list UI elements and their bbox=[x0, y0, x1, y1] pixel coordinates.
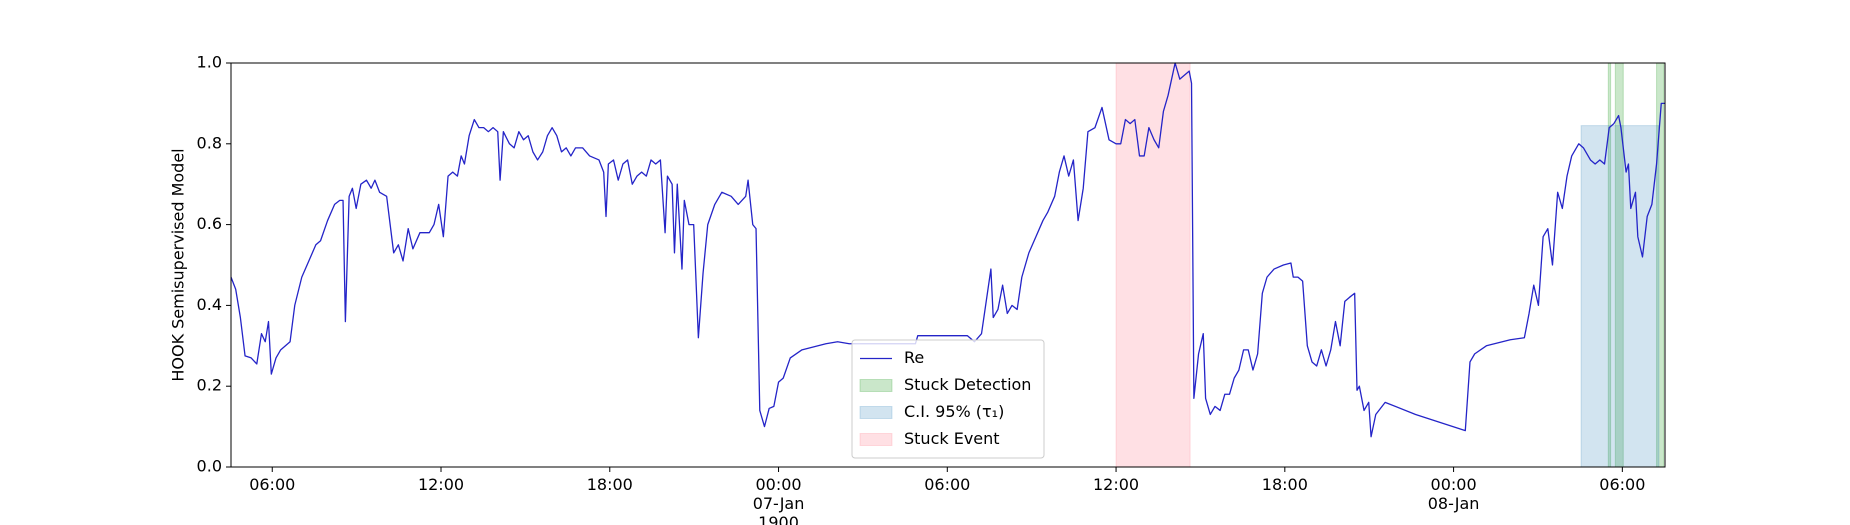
shaded-region bbox=[1580, 125, 1660, 468]
legend-patch bbox=[859, 406, 893, 419]
legend-label: Stuck Event bbox=[904, 429, 1000, 448]
y-tick-label: 0.2 bbox=[197, 376, 222, 395]
x-tick-label: 06:00 bbox=[1599, 475, 1646, 494]
plot-frame bbox=[230, 62, 1666, 468]
legend-patch bbox=[859, 379, 893, 392]
x-tick-label: 12:00 bbox=[1092, 475, 1140, 494]
x-tick-label: 12:00 bbox=[417, 475, 465, 494]
y-tick-label: 0.0 bbox=[197, 457, 222, 476]
x-tick-label: 18:00 bbox=[1261, 475, 1308, 494]
legend-label: Stuck Detection bbox=[904, 375, 1031, 394]
shaded-region bbox=[1115, 62, 1191, 468]
legend-label: Re bbox=[904, 348, 924, 367]
y-tick-label: 0.4 bbox=[197, 295, 222, 314]
x-tick-label: 18:00 bbox=[586, 475, 633, 494]
legend-box bbox=[851, 339, 1045, 459]
y-tick-label: 1.0 bbox=[197, 53, 222, 72]
legend: Re Stuck Detection C.I. 95% (τ₁) Stuck Even… bbox=[851, 339, 1045, 459]
x-tick-label: 06:00 bbox=[924, 475, 971, 494]
data-line bbox=[230, 62, 1665, 438]
y-tick-label: 0.8 bbox=[197, 133, 222, 152]
x-tick-label: 06:00 bbox=[249, 475, 296, 494]
y-axis-label: HOOK Semisupervised Model bbox=[169, 148, 188, 381]
x-tick-label: 00:00 08-Jan bbox=[1427, 475, 1480, 513]
x-tick-label: 00:00 07-Jan 1900 bbox=[752, 475, 805, 525]
legend-label: C.I. 95% (τ₁) bbox=[904, 402, 1004, 421]
legend-patch bbox=[859, 433, 893, 446]
y-tick-label: 0.6 bbox=[197, 214, 222, 233]
